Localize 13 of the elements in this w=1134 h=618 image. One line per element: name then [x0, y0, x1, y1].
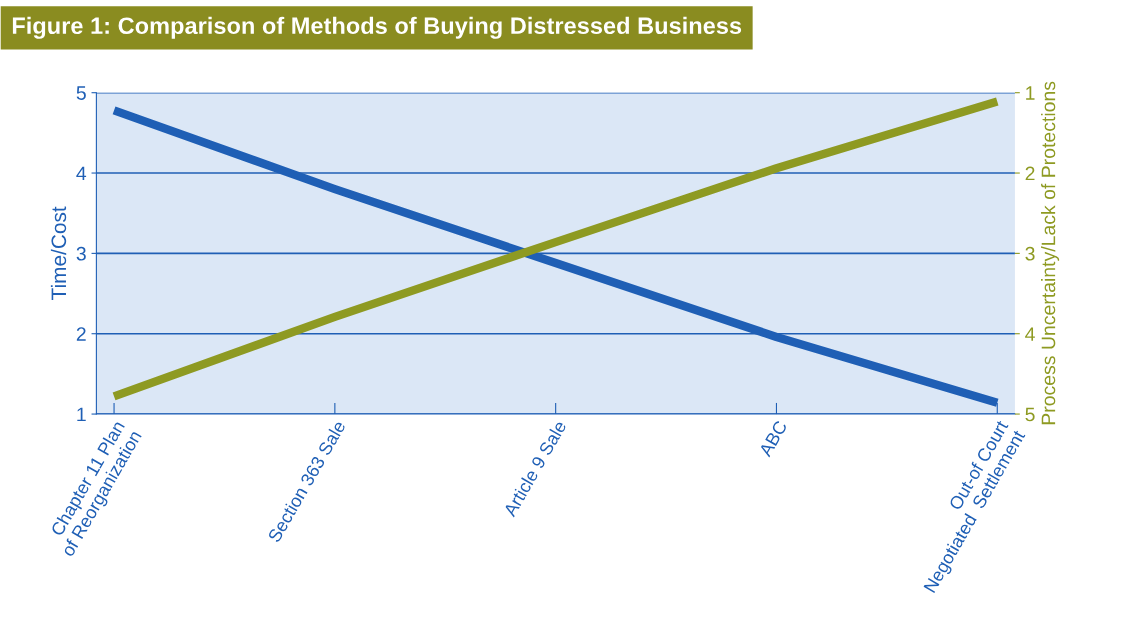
- y2-tick-label: 4: [1025, 327, 1035, 341]
- y-tick-label: 4: [76, 166, 87, 181]
- y-tick-label: 1: [77, 407, 86, 422]
- y-tick-label: 3: [76, 246, 86, 261]
- y-tick-label: 2: [76, 327, 86, 341]
- y-axis-title: Time/Cost: [50, 206, 67, 300]
- y2-tick-label: 5: [1025, 407, 1035, 422]
- y2-tick-label: 3: [1025, 246, 1035, 261]
- chart-title: Figure 1: Comparison of Methods of Buying Distressed Business: [12, 16, 742, 39]
- y2-tick-label: 1: [1026, 86, 1035, 100]
- y2-axis-title: Process Uncertainty/Lack of Protections: [1041, 81, 1060, 425]
- y2-tick-label: 2: [1025, 166, 1035, 181]
- y-tick-label: 5: [76, 86, 86, 100]
